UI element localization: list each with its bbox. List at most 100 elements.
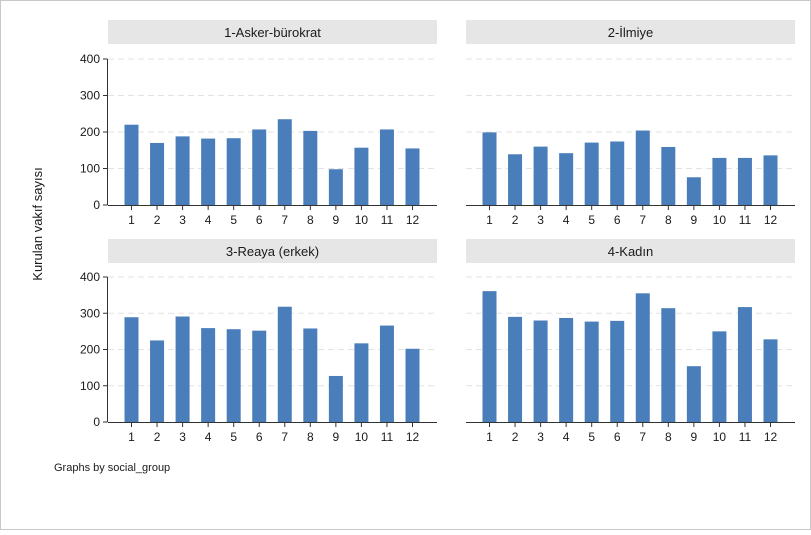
bar [763,155,778,205]
y-tick-label: 200 [80,343,100,357]
bar [712,331,727,422]
bar [482,291,497,422]
x-tick-label: 8 [307,213,314,227]
x-tick-label: 4 [563,430,570,444]
bar [405,148,420,205]
x-tick-label: 3 [537,430,544,444]
bar [610,320,625,422]
y-axis-label: Kurulan vakıf sayısı [30,167,45,280]
x-tick-label: 11 [381,430,394,444]
panel-title: 3-Reaya (erkek) [226,244,319,259]
x-tick-label: 11 [739,430,752,444]
x-tick-label: 1 [486,430,493,444]
bar [328,169,343,205]
x-tick-label: 10 [355,213,369,227]
bar [252,330,267,422]
panel-title: 1-Asker-bürokrat [224,25,321,40]
bar [379,129,394,205]
bar [175,136,190,205]
panel-header [108,20,437,44]
bar [124,317,139,422]
x-tick-label: 2 [154,213,161,227]
bar [226,138,241,205]
bar [124,124,139,205]
bar [661,146,676,205]
panel-title: 4-Kadın [608,244,654,259]
bar [252,129,267,205]
y-tick-label: 400 [80,52,100,66]
x-tick-label: 9 [691,213,698,227]
x-tick-label: 11 [381,213,394,227]
bar [405,348,420,422]
y-tick-label: 100 [80,379,100,393]
bar [533,146,548,205]
x-tick-label: 2 [512,213,519,227]
x-tick-label: 2 [512,430,519,444]
x-tick-label: 12 [406,430,420,444]
y-tick-label: 0 [93,415,100,429]
x-tick-label: 1 [128,430,135,444]
x-tick-label: 5 [588,430,595,444]
x-tick-label: 12 [764,430,778,444]
x-tick-label: 5 [230,430,237,444]
x-tick-label: 6 [614,430,621,444]
bar [354,147,369,205]
x-tick-label: 6 [614,213,621,227]
bar [277,306,292,422]
x-tick-label: 1 [128,213,135,227]
bar [379,325,394,422]
bar [584,321,599,422]
bar [686,366,701,422]
x-tick-label: 10 [355,430,369,444]
footer-note: Graphs by social_group [54,462,170,474]
y-tick-label: 100 [80,162,100,176]
panel-header [108,239,437,263]
x-tick-label: 10 [713,430,727,444]
bar [737,307,752,422]
bar [508,154,523,205]
x-tick-label: 7 [639,213,646,227]
x-tick-label: 5 [588,213,595,227]
y-tick-label: 400 [80,270,100,284]
y-tick-label: 0 [93,198,100,212]
x-tick-label: 3 [179,430,186,444]
bar [354,343,369,422]
bar [763,339,778,422]
x-tick-label: 8 [665,430,672,444]
x-tick-label: 3 [179,213,186,227]
x-tick-label: 3 [537,213,544,227]
x-tick-label: 9 [691,430,698,444]
bar [533,320,548,422]
bar [686,177,701,205]
x-tick-label: 7 [639,430,646,444]
bar [150,142,165,205]
bar [277,119,292,205]
x-tick-label: 6 [256,430,263,444]
x-tick-label: 5 [230,213,237,227]
x-tick-label: 6 [256,213,263,227]
x-tick-label: 7 [281,430,288,444]
bar [584,142,599,205]
x-tick-label: 12 [406,213,420,227]
bar [201,138,216,205]
x-tick-label: 1 [486,213,493,227]
bar [661,308,676,422]
bar [508,316,523,422]
y-tick-label: 300 [80,89,100,103]
bar [175,316,190,422]
x-tick-label: 12 [764,213,778,227]
x-tick-label: 4 [563,213,570,227]
x-tick-label: 9 [333,213,340,227]
x-tick-label: 8 [665,213,672,227]
bar [226,329,241,422]
x-tick-label: 11 [739,213,752,227]
panel-header [466,20,795,44]
panel-title: 2-İlmiye [608,25,654,40]
